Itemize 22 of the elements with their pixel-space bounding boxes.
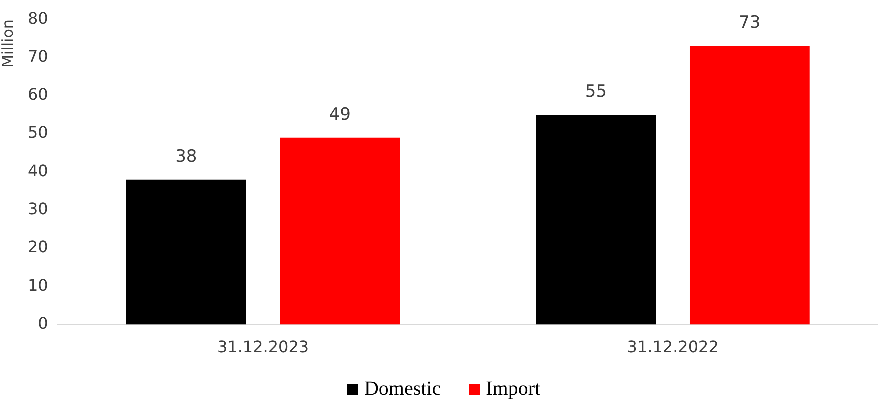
y-tick-label: 40 [28,161,48,180]
legend-label: Import [485,378,541,400]
y-tick-label: 10 [28,276,48,295]
data-label: 73 [739,13,761,34]
y-tick-label: 60 [28,85,48,104]
y-axis-title: Million [0,20,17,68]
x-tick-label: 31.12.2022 [627,338,719,357]
y-tick-label: 70 [28,46,48,66]
y-tick-label: 50 [28,123,48,142]
bar [536,114,656,325]
data-label: 49 [329,104,351,125]
y-tick-label: 80 [28,8,48,28]
bar [280,138,400,325]
bar [690,46,810,325]
x-tick-label: 31.12.2023 [217,338,310,357]
legend-label: Domestic [363,378,442,400]
data-label: 38 [176,146,198,167]
data-label: 55 [585,82,608,102]
bar [126,180,246,325]
y-tick-label: 20 [28,238,48,257]
y-tick-label: 30 [28,200,48,219]
y-tick-label: 0 [38,314,48,333]
